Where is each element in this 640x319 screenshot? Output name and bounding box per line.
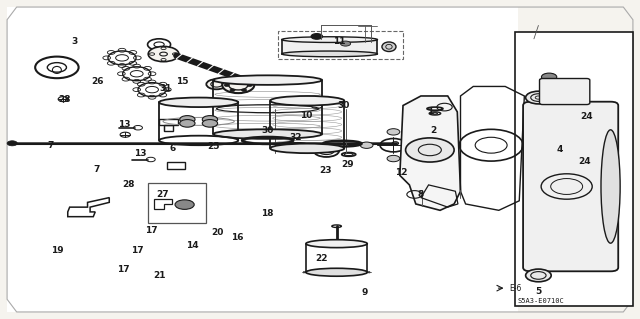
Bar (167, 162, 184, 169)
Circle shape (224, 84, 229, 86)
Text: 13: 13 (134, 149, 146, 158)
Ellipse shape (306, 268, 367, 276)
Ellipse shape (282, 51, 378, 57)
Circle shape (202, 120, 218, 127)
Circle shape (241, 79, 246, 81)
Text: 17: 17 (131, 246, 143, 255)
Text: 3: 3 (71, 38, 77, 47)
Ellipse shape (159, 98, 238, 107)
Text: 8: 8 (418, 190, 424, 199)
Bar (164, 124, 173, 131)
Circle shape (202, 115, 218, 123)
FancyBboxPatch shape (523, 102, 618, 271)
Text: 20: 20 (212, 228, 224, 237)
Text: 10: 10 (300, 111, 312, 120)
Text: 28: 28 (58, 95, 71, 104)
Circle shape (311, 33, 323, 39)
Text: 22: 22 (315, 254, 328, 263)
Circle shape (406, 138, 454, 162)
Circle shape (577, 156, 589, 161)
Ellipse shape (270, 144, 344, 153)
Ellipse shape (148, 47, 179, 62)
Circle shape (230, 79, 235, 81)
Bar (148, 183, 206, 223)
Circle shape (387, 155, 400, 162)
Circle shape (387, 129, 400, 135)
Text: 5: 5 (535, 287, 541, 296)
Bar (7, 7, 518, 312)
Ellipse shape (525, 91, 551, 104)
Text: 15: 15 (177, 77, 189, 86)
Polygon shape (400, 96, 461, 210)
Text: 29: 29 (341, 160, 354, 169)
Text: 2: 2 (431, 126, 436, 135)
Bar (159, 119, 178, 124)
Text: 13: 13 (118, 120, 130, 129)
Text: 4: 4 (556, 145, 563, 154)
Ellipse shape (382, 42, 396, 51)
Text: 28: 28 (122, 181, 134, 189)
Text: 17: 17 (145, 226, 157, 235)
Bar (515, 33, 633, 306)
Text: 26: 26 (92, 77, 104, 86)
Text: 27: 27 (157, 190, 169, 199)
Text: E-6: E-6 (509, 284, 522, 293)
Circle shape (541, 73, 557, 81)
Ellipse shape (213, 75, 322, 85)
Text: 24: 24 (579, 157, 591, 166)
Circle shape (360, 142, 373, 148)
Circle shape (175, 200, 194, 209)
Text: 30: 30 (337, 101, 350, 110)
Circle shape (340, 41, 351, 46)
Circle shape (180, 120, 195, 127)
Ellipse shape (206, 79, 227, 89)
Text: S5A3-E0710C: S5A3-E0710C (518, 298, 564, 304)
FancyBboxPatch shape (540, 78, 590, 105)
Text: 31: 31 (159, 84, 172, 93)
Text: 23: 23 (319, 166, 332, 175)
Ellipse shape (601, 130, 620, 243)
Text: 18: 18 (261, 209, 274, 218)
Text: 16: 16 (231, 233, 243, 242)
Circle shape (414, 142, 427, 148)
Text: 7: 7 (93, 165, 100, 174)
Ellipse shape (282, 37, 378, 42)
Circle shape (7, 141, 17, 146)
Text: 21: 21 (153, 271, 165, 280)
Text: 17: 17 (117, 264, 130, 274)
Ellipse shape (525, 269, 551, 282)
Ellipse shape (270, 96, 344, 106)
Circle shape (247, 84, 252, 86)
Text: 11: 11 (333, 38, 346, 47)
Ellipse shape (306, 240, 367, 248)
Bar (282, 40, 378, 54)
Circle shape (180, 115, 195, 123)
Text: 12: 12 (396, 168, 408, 177)
Text: 24: 24 (580, 112, 593, 121)
Text: 19: 19 (51, 246, 63, 255)
Circle shape (577, 199, 589, 205)
Text: 32: 32 (289, 133, 302, 142)
Circle shape (241, 89, 246, 92)
Text: 30: 30 (262, 126, 274, 135)
Ellipse shape (222, 77, 254, 93)
Circle shape (230, 89, 235, 92)
Text: 25: 25 (207, 142, 220, 151)
Text: 6: 6 (170, 144, 176, 153)
Text: 14: 14 (186, 241, 198, 250)
Text: 1: 1 (428, 108, 434, 116)
Text: 9: 9 (362, 288, 368, 297)
Ellipse shape (213, 129, 322, 139)
Text: 7: 7 (47, 141, 54, 150)
